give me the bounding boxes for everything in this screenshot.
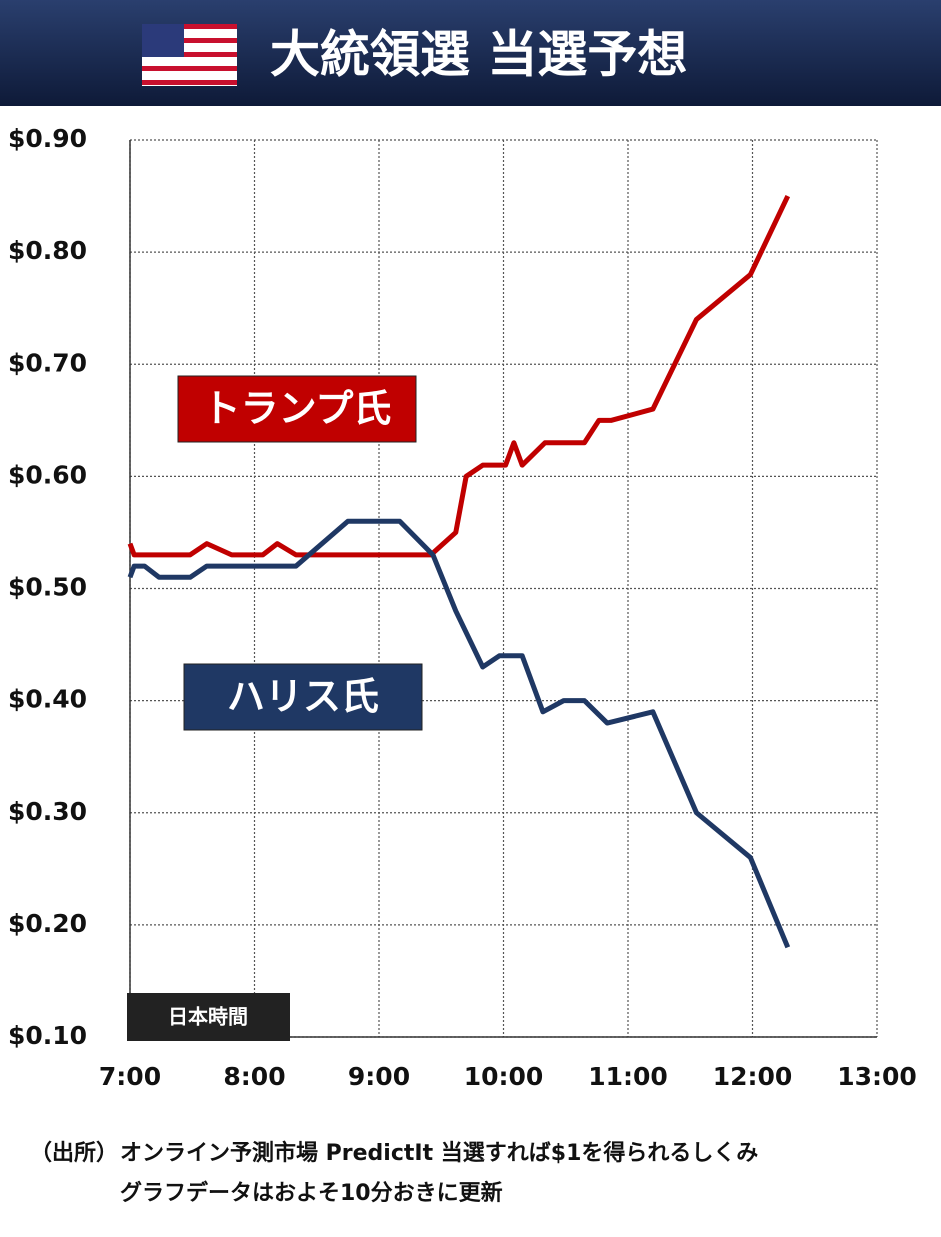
x-label-box — [127, 993, 290, 1041]
series-line — [127, 518, 791, 949]
series-line — [127, 194, 791, 558]
x-tick-label: 12:00 — [713, 1062, 793, 1091]
legend-label: ハリス氏 — [227, 675, 379, 719]
x-tick-label: 8:00 — [223, 1062, 285, 1091]
source-line: オンライン予測市場 PredictIt 当選すれば$1を得られるしくみ — [120, 1140, 758, 1166]
y-tick-label: $0.80 — [8, 236, 87, 265]
y-tick-label: $0.40 — [8, 685, 87, 714]
y-tick-label: $0.20 — [8, 909, 87, 938]
source-prefix: （出所） — [30, 1141, 118, 1166]
x-tick-label: 9:00 — [348, 1062, 410, 1091]
legend-box — [183, 663, 423, 731]
y-tick-label: $0.60 — [8, 460, 87, 489]
y-tick-label: $0.10 — [8, 1021, 87, 1050]
chart-title: 大統領選 当選予想 — [270, 26, 687, 84]
y-tick-label: $0.70 — [8, 348, 87, 377]
x-tick-label: 13:00 — [837, 1062, 917, 1091]
x-label: 日本時間 — [168, 1005, 248, 1029]
source-line: グラフデータはおよそ10分おきに更新 — [120, 1180, 503, 1206]
x-tick-label: 7:00 — [99, 1062, 161, 1091]
legend-box — [177, 375, 417, 443]
y-tick-label: $0.90 — [8, 124, 87, 153]
x-tick-label: 10:00 — [464, 1062, 544, 1091]
flag — [142, 24, 237, 86]
y-tick-label: $0.30 — [8, 797, 87, 826]
y-tick-label: $0.50 — [8, 573, 87, 602]
x-tick-label: 11:00 — [588, 1062, 668, 1091]
legend-label: トランプ氏 — [203, 387, 392, 431]
